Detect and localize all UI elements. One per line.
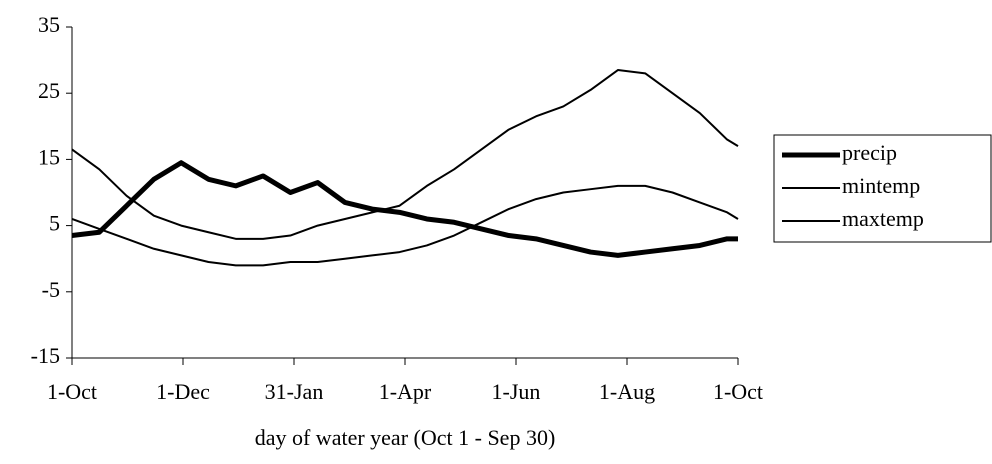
x-axis-label: day of water year (Oct 1 - Sep 30) bbox=[255, 425, 556, 450]
y-tick-label: -5 bbox=[42, 277, 60, 302]
y-tick-label: 25 bbox=[38, 78, 60, 103]
y-tick-label: -15 bbox=[31, 343, 60, 368]
x-tick-label: 1-Apr bbox=[379, 379, 432, 404]
x-tick-label: 1-Dec bbox=[156, 379, 210, 404]
x-tick-label: 31-Jan bbox=[265, 379, 324, 404]
x-tick-label: 1-Jun bbox=[492, 379, 541, 404]
y-tick-label: 15 bbox=[38, 144, 60, 169]
x-tick-label: 1-Oct bbox=[47, 379, 97, 404]
y-tick-label: 35 bbox=[38, 12, 60, 37]
line-series bbox=[71, 69, 739, 240]
line-series bbox=[71, 184, 739, 267]
line-series bbox=[71, 160, 738, 258]
y-tick-label: 5 bbox=[49, 211, 60, 236]
x-tick-label: 1-Aug bbox=[599, 379, 655, 404]
legend-label: maxtemp bbox=[842, 206, 924, 231]
legend-label: mintemp bbox=[842, 173, 920, 198]
x-tick-label: 1-Oct bbox=[713, 379, 763, 404]
legend-label: precip bbox=[842, 140, 897, 165]
